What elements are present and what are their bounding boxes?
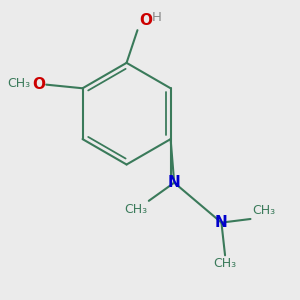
Text: O: O	[139, 14, 152, 28]
Text: CH₃: CH₃	[252, 204, 275, 217]
Text: CH₃: CH₃	[124, 202, 147, 216]
Text: N: N	[215, 215, 228, 230]
Text: N: N	[168, 175, 181, 190]
Text: H: H	[151, 11, 161, 24]
Text: CH₃: CH₃	[214, 257, 237, 270]
Text: CH₃: CH₃	[7, 77, 30, 90]
Text: O: O	[32, 77, 45, 92]
